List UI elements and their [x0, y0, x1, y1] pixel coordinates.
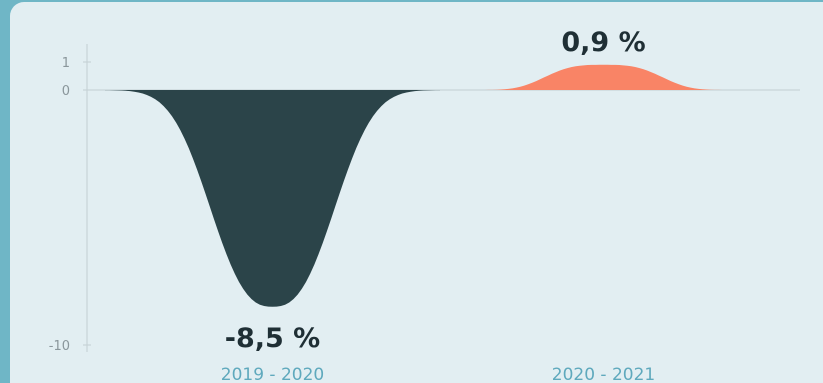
x-axis-labels: 2019 - 2020 2020 - 2021	[221, 365, 655, 383]
y-tick-label: -10	[49, 339, 70, 354]
y-tick-label: 0	[62, 84, 70, 99]
chart-card: 1 0 -10 -8,5 % 0,9 % 2019 - 2020 2020 - 2021	[10, 2, 823, 383]
x-category-label: 2020 - 2021	[552, 365, 655, 383]
data-label-2020-2021: 0,9 %	[561, 27, 645, 58]
area-2020-2021	[445, 64, 762, 90]
data-label-2019-2020: -8,5 %	[225, 323, 321, 354]
chart-marks	[105, 64, 762, 307]
data-labels: -8,5 % 0,9 %	[225, 27, 646, 354]
chart-svg: 1 0 -10 -8,5 % 0,9 % 2019 - 2020 2020 - 2021	[49, 27, 800, 383]
area-2019-2020	[105, 90, 440, 307]
y-tick-label: 1	[62, 56, 70, 71]
x-category-label: 2019 - 2020	[221, 365, 324, 383]
